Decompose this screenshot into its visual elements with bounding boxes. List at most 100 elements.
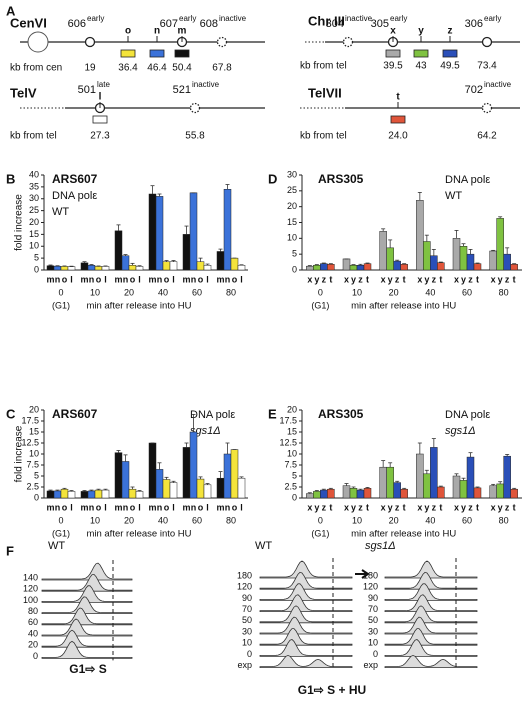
category-note: (G1) [311, 300, 329, 310]
strain: WT [52, 206, 69, 218]
probe-box [92, 115, 108, 124]
series-letter: m [148, 274, 156, 284]
bar [342, 258, 351, 271]
series-letter: n [123, 502, 129, 512]
x-axis-label: min after release into HU [86, 529, 191, 540]
strain: sgs1Δ [190, 425, 221, 437]
series-letter: l [206, 502, 209, 512]
series-letter: o [198, 502, 204, 512]
sample-label: 100 [23, 595, 38, 605]
x-tick-label: 80 [499, 515, 509, 525]
sample-label: 140 [23, 572, 38, 582]
map-axis-label: kb from tel [10, 131, 57, 142]
bar [496, 483, 504, 499]
y-tick-label: 40 [29, 169, 39, 179]
bar [510, 488, 518, 499]
bar [169, 482, 178, 499]
chart-subtitle: DNA polε [445, 174, 490, 186]
sample-label: 10 [242, 638, 252, 648]
sample-label: 70 [368, 604, 378, 614]
kb-value: 27.3 [90, 131, 110, 142]
origin [189, 102, 201, 114]
probe-box [413, 49, 429, 58]
origin-name: 521 [173, 84, 191, 96]
origin-timing: early [87, 14, 104, 23]
histogram [384, 605, 478, 624]
y-tick-label: 5 [34, 253, 39, 263]
kb-value: 73.4 [477, 61, 497, 72]
sample-label: 120 [363, 582, 378, 592]
histogram [384, 560, 478, 579]
histogram [384, 639, 478, 657]
y-tick-label: 25 [287, 185, 297, 195]
bar [67, 266, 76, 271]
series-letter: n [55, 274, 61, 284]
sample-label: exp [237, 660, 252, 670]
series-letter: m [182, 502, 190, 512]
bar [452, 238, 461, 271]
bar [327, 488, 335, 499]
panel-label: A [6, 3, 16, 18]
series-letter: o [62, 502, 68, 512]
centromere [27, 31, 49, 53]
x-tick-label: 80 [226, 515, 236, 525]
histogram [259, 605, 353, 624]
bar [459, 246, 468, 271]
origin [342, 36, 354, 48]
histogram [41, 562, 133, 581]
origin-name: 305 [371, 18, 389, 30]
origin [481, 36, 493, 48]
bar [203, 484, 212, 499]
bar [363, 263, 372, 271]
series-letter: l [138, 502, 141, 512]
sample-label: 90 [242, 593, 252, 603]
x-axis-label: min after release into HU [351, 529, 456, 540]
y-tick-label: 20 [29, 404, 39, 414]
bar [230, 257, 239, 271]
bar [416, 200, 424, 271]
panel-label: D [268, 171, 277, 186]
bar [466, 456, 475, 499]
chart-title: ARS607 [52, 172, 98, 186]
x-tick-label: 0 [58, 287, 63, 297]
bar [162, 479, 171, 499]
bar [496, 218, 504, 271]
strain: WT [445, 190, 462, 202]
origin-name: 702 [465, 84, 483, 96]
series-letter: l [138, 274, 141, 284]
category-note: (G1) [52, 300, 70, 310]
series-letter: y [388, 502, 393, 512]
bar [223, 189, 232, 271]
series-letter: m [80, 502, 88, 512]
bar [393, 482, 401, 499]
bar [503, 253, 511, 271]
x-tick-label: 20 [389, 515, 399, 525]
probe-name: n [154, 26, 160, 37]
panel-label: C [6, 406, 16, 421]
kb-value: 19 [84, 63, 96, 74]
bar [393, 260, 401, 271]
series-letter: t [366, 502, 369, 512]
series-letter: n [55, 502, 61, 512]
bar [306, 265, 314, 271]
bar [162, 261, 171, 271]
series-letter: o [130, 274, 136, 284]
histogram [384, 583, 478, 601]
panel-label: E [268, 406, 277, 421]
series-letter: t [439, 274, 442, 284]
series-letter: t [329, 502, 332, 512]
series-letter: y [461, 502, 466, 512]
series-letter: z [468, 274, 473, 284]
series-letter: m [80, 274, 88, 284]
bar [313, 265, 321, 271]
series-letter: n [225, 274, 231, 284]
x-tick-label: 80 [499, 287, 509, 297]
bar [60, 266, 69, 271]
series-letter: z [505, 274, 510, 284]
y-tick-label: 0 [292, 492, 297, 502]
series-letter: y [314, 502, 319, 512]
sample-label: 30 [242, 626, 252, 636]
bar [169, 261, 178, 271]
probe-box [442, 49, 458, 58]
